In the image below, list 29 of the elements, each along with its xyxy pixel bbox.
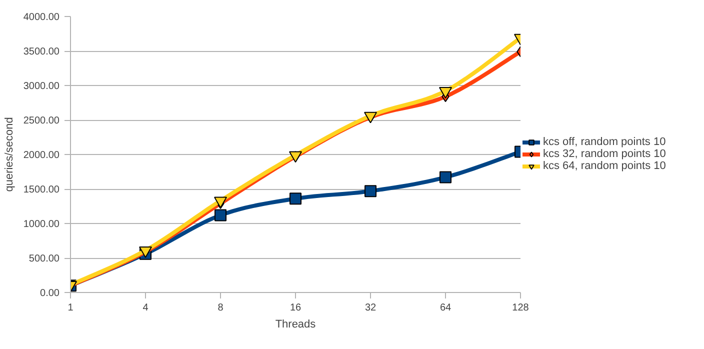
x-axis-title: Threads <box>275 318 316 330</box>
x-tick-label: 1 <box>68 302 74 314</box>
y-tick-label: 1000.00 <box>23 219 60 230</box>
point <box>440 171 452 184</box>
y-axis-title: queries/second <box>3 117 16 192</box>
x-tick-label: 16 <box>290 302 302 314</box>
x-tick-label: 4 <box>142 302 149 314</box>
y-tick-label: 0.00 <box>40 288 60 299</box>
x-tick-label: 64 <box>440 302 452 314</box>
y-tick-label: 3500.00 <box>23 46 60 58</box>
point <box>364 112 377 124</box>
x-tick-label: 32 <box>364 302 376 314</box>
point <box>439 87 452 98</box>
y-tick-label: 2500.00 <box>23 116 60 126</box>
y-tick-label: 1500.00 <box>23 184 60 196</box>
legend-label: kcs off, random points 10 <box>543 136 666 148</box>
point <box>290 192 302 205</box>
x-tick-label: 128 <box>512 302 530 314</box>
legend-label: kcs 64, random points 10 <box>543 160 666 172</box>
point <box>364 185 376 198</box>
point <box>289 151 302 163</box>
point <box>214 209 226 222</box>
legend-label: kcs 32, random points 10 <box>543 148 666 160</box>
y-tick-label: 500.00 <box>28 254 60 264</box>
y-tick-label: 2000.00 <box>23 150 60 161</box>
point <box>214 196 227 208</box>
y-tick-label: 4000.00 <box>23 12 60 23</box>
y-tick-label: 3000.00 <box>23 81 60 92</box>
x-tick-label: 8 <box>218 302 224 314</box>
